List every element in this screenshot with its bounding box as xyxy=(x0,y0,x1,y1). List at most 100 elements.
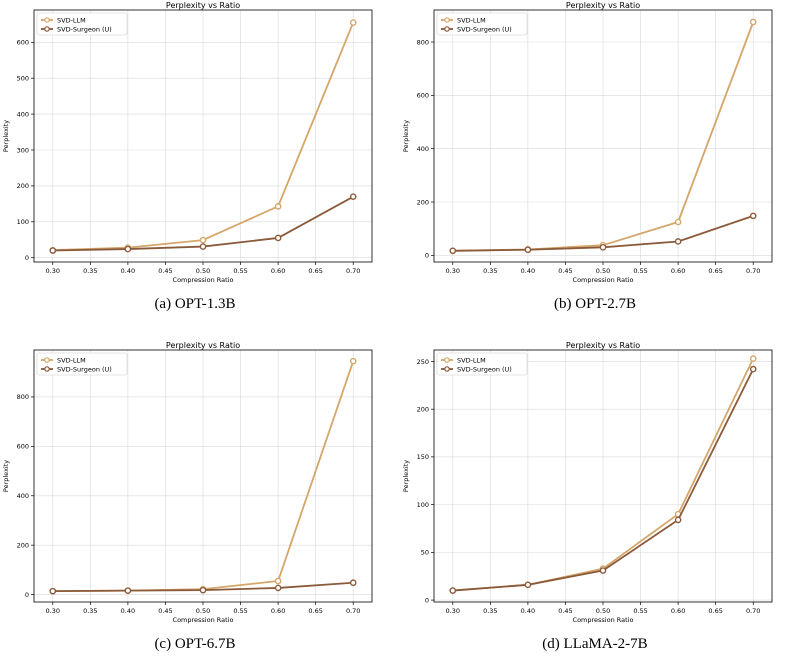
y-tick-label: 200 xyxy=(17,541,29,549)
y-tick-label: 400 xyxy=(17,110,29,118)
data-point xyxy=(349,19,357,26)
x-tick-label: 0.30 xyxy=(446,267,460,275)
legend-box xyxy=(436,352,528,376)
x-tick-label: 0.40 xyxy=(521,267,535,275)
x-tick-label: 0.30 xyxy=(46,607,60,615)
legend-marker xyxy=(44,366,50,372)
y-tick-label: 0 xyxy=(25,254,29,262)
x-tick-label: 0.45 xyxy=(158,607,172,615)
x-tick-label: 0.35 xyxy=(483,607,497,615)
x-tick-label: 0.35 xyxy=(83,607,97,615)
chart-panel-d: Perplexity vs Ratio 0.30 0.35 0.40 0.45 0.50 0… xyxy=(400,340,790,670)
data-point xyxy=(274,203,282,210)
legend-label: SVD-Surgeon (U) xyxy=(57,365,112,373)
data-point xyxy=(524,581,532,589)
y-tick-label: 200 xyxy=(417,405,429,413)
y-tick-label: 400 xyxy=(417,145,429,153)
data-point xyxy=(199,243,207,250)
x-tick-label: 0.50 xyxy=(596,607,610,615)
line-chart: Perplexity vs Ratio 0.30 0.35 0.40 0.45 0.50 0… xyxy=(402,1,773,284)
figure-caption: (a) OPT-1.3B xyxy=(154,296,236,312)
y-tick-label: 200 xyxy=(17,182,29,190)
legend-marker xyxy=(44,26,50,32)
legend-box xyxy=(36,12,128,36)
chart-title: Perplexity vs Ratio xyxy=(166,1,240,10)
legend-label: SVD-Surgeon (U) xyxy=(457,365,512,373)
figure-caption: (c) OPT-6.7B xyxy=(154,636,236,652)
data-point xyxy=(449,247,457,255)
data-point xyxy=(124,587,132,594)
x-tick-label: 0.70 xyxy=(746,607,760,615)
x-tick-label: 0.45 xyxy=(558,267,572,275)
data-point xyxy=(749,18,757,26)
x-tick-label: 0.55 xyxy=(233,267,247,275)
chart-title: Perplexity vs Ratio xyxy=(566,1,640,10)
y-tick-label: 800 xyxy=(17,393,29,401)
data-point xyxy=(524,246,532,254)
y-tick-label: 300 xyxy=(17,146,29,154)
y-tick-label: 250 xyxy=(417,358,429,366)
data-point xyxy=(749,212,757,220)
legend-label: SVD-LLM xyxy=(57,356,86,364)
y-tick-label: 50 xyxy=(421,549,429,557)
x-tick-label: 0.65 xyxy=(308,607,322,615)
legend-label: SVD-LLM xyxy=(457,16,486,24)
legend-box xyxy=(36,352,128,376)
data-point xyxy=(274,577,282,585)
x-tick-label: 0.40 xyxy=(121,607,135,615)
legend-marker xyxy=(444,357,450,363)
y-tick-label: 200 xyxy=(417,198,429,206)
y-axis-label: Perplexity xyxy=(402,460,410,492)
chart-title: Perplexity vs Ratio xyxy=(166,341,240,350)
x-tick-label: 0.45 xyxy=(158,267,172,275)
y-tick-label: 0 xyxy=(425,252,429,260)
data-point xyxy=(674,516,682,524)
x-tick-label: 0.50 xyxy=(196,267,210,275)
y-tick-label: 600 xyxy=(417,92,429,100)
line-chart: Perplexity vs Ratio 0.30 0.35 0.40 0.45 0.50 0… xyxy=(2,341,373,624)
line-chart: Perplexity vs Ratio 0.30 0.35 0.40 0.45 0.50 0… xyxy=(2,1,373,284)
x-tick-label: 0.30 xyxy=(446,607,460,615)
data-point xyxy=(749,365,757,373)
legend-box xyxy=(436,12,528,36)
data-point xyxy=(274,234,282,242)
x-tick-label: 0.35 xyxy=(83,267,97,275)
x-tick-label: 0.65 xyxy=(708,267,722,275)
legend-label: SVD-LLM xyxy=(457,356,486,364)
data-point xyxy=(674,218,682,226)
x-tick-label: 0.60 xyxy=(671,267,685,275)
y-axis-label: Perplexity xyxy=(2,120,10,152)
x-tick-label: 0.30 xyxy=(46,267,60,275)
data-point xyxy=(349,357,357,365)
figure-caption: (d) LLaMA-2-7B xyxy=(542,636,648,652)
legend-label: SVD-LLM xyxy=(57,16,86,24)
legend-marker xyxy=(44,357,50,363)
data-point xyxy=(349,579,357,587)
y-tick-label: 150 xyxy=(417,453,429,461)
data-point xyxy=(124,245,132,253)
data-point xyxy=(749,355,757,362)
x-tick-label: 0.40 xyxy=(521,607,535,615)
legend-label: SVD-Surgeon (U) xyxy=(457,25,512,33)
chart-title: Perplexity vs Ratio xyxy=(566,341,640,350)
chart-panel-a: Perplexity vs Ratio 0.30 0.35 0.40 0.45 0.50 0… xyxy=(0,0,390,330)
x-axis-label: Compression Ratio xyxy=(173,616,234,624)
data-point xyxy=(599,567,607,574)
data-point xyxy=(199,236,207,244)
y-tick-label: 500 xyxy=(17,75,29,83)
data-point xyxy=(674,238,682,245)
data-point xyxy=(349,193,357,200)
data-point xyxy=(449,587,457,594)
x-tick-label: 0.55 xyxy=(633,267,647,275)
y-tick-label: 600 xyxy=(17,39,29,47)
legend-marker xyxy=(44,17,50,23)
legend-label: SVD-Surgeon (U) xyxy=(57,25,112,33)
legend-marker xyxy=(444,26,450,32)
data-point xyxy=(274,584,282,592)
line-chart: Perplexity vs Ratio 0.30 0.35 0.40 0.45 0.50 0… xyxy=(402,341,773,624)
x-tick-label: 0.50 xyxy=(196,607,210,615)
x-tick-label: 0.70 xyxy=(346,267,360,275)
data-point xyxy=(49,587,57,595)
